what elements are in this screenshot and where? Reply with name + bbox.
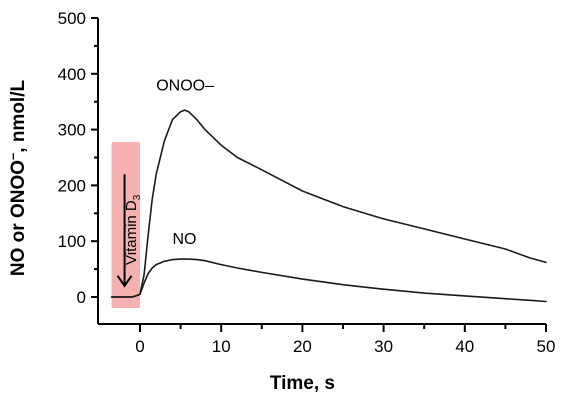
x-tick-label: 10 (212, 337, 231, 356)
vitamin-d3-highlight-box (111, 142, 140, 308)
y-axis-title-unit: , nmol/L (8, 80, 29, 153)
y-tick-label: 0 (77, 288, 86, 307)
x-tick-label: 40 (455, 337, 474, 356)
x-tick-label: 0 (135, 337, 144, 356)
x-axis-title: Time, s (270, 373, 335, 394)
series-line-no (110, 258, 547, 303)
series-label-onoo: ONOO– (156, 78, 214, 95)
vitamin-d3-label-subscript: 3 (132, 194, 143, 200)
x-tick-label: 50 (537, 337, 556, 356)
y-tick-label: 100 (58, 232, 86, 251)
x-tick-label: 20 (293, 337, 312, 356)
vitamin-d3-label: Vitamin D3 (123, 194, 143, 265)
x-ticks: 0 10 20 30 40 50 (135, 324, 555, 356)
series-label-no: NO (172, 231, 196, 248)
series-layer: ONOO– NO (110, 78, 547, 303)
x-tick-label: 30 (374, 337, 393, 356)
y-ticks: 0 100 200 300 400 500 (58, 9, 98, 307)
vitamin-d3-arrowhead (116, 275, 133, 288)
annotation: Vitamin D3 (111, 142, 143, 308)
series-line-onoo (110, 109, 547, 298)
y-tick-label: 500 (58, 9, 86, 28)
y-tick-label: 200 (58, 176, 86, 195)
y-axis-title: NO or ONOO–, nmol/L (5, 80, 29, 277)
y-tick-label: 400 (58, 65, 86, 84)
y-axis-title-main: NO or ONOO (8, 160, 29, 276)
vitamin-d3-label-text: Vitamin D (123, 200, 140, 265)
y-tick-label: 300 (58, 121, 86, 140)
y-axis-title-sup: – (5, 153, 20, 160)
